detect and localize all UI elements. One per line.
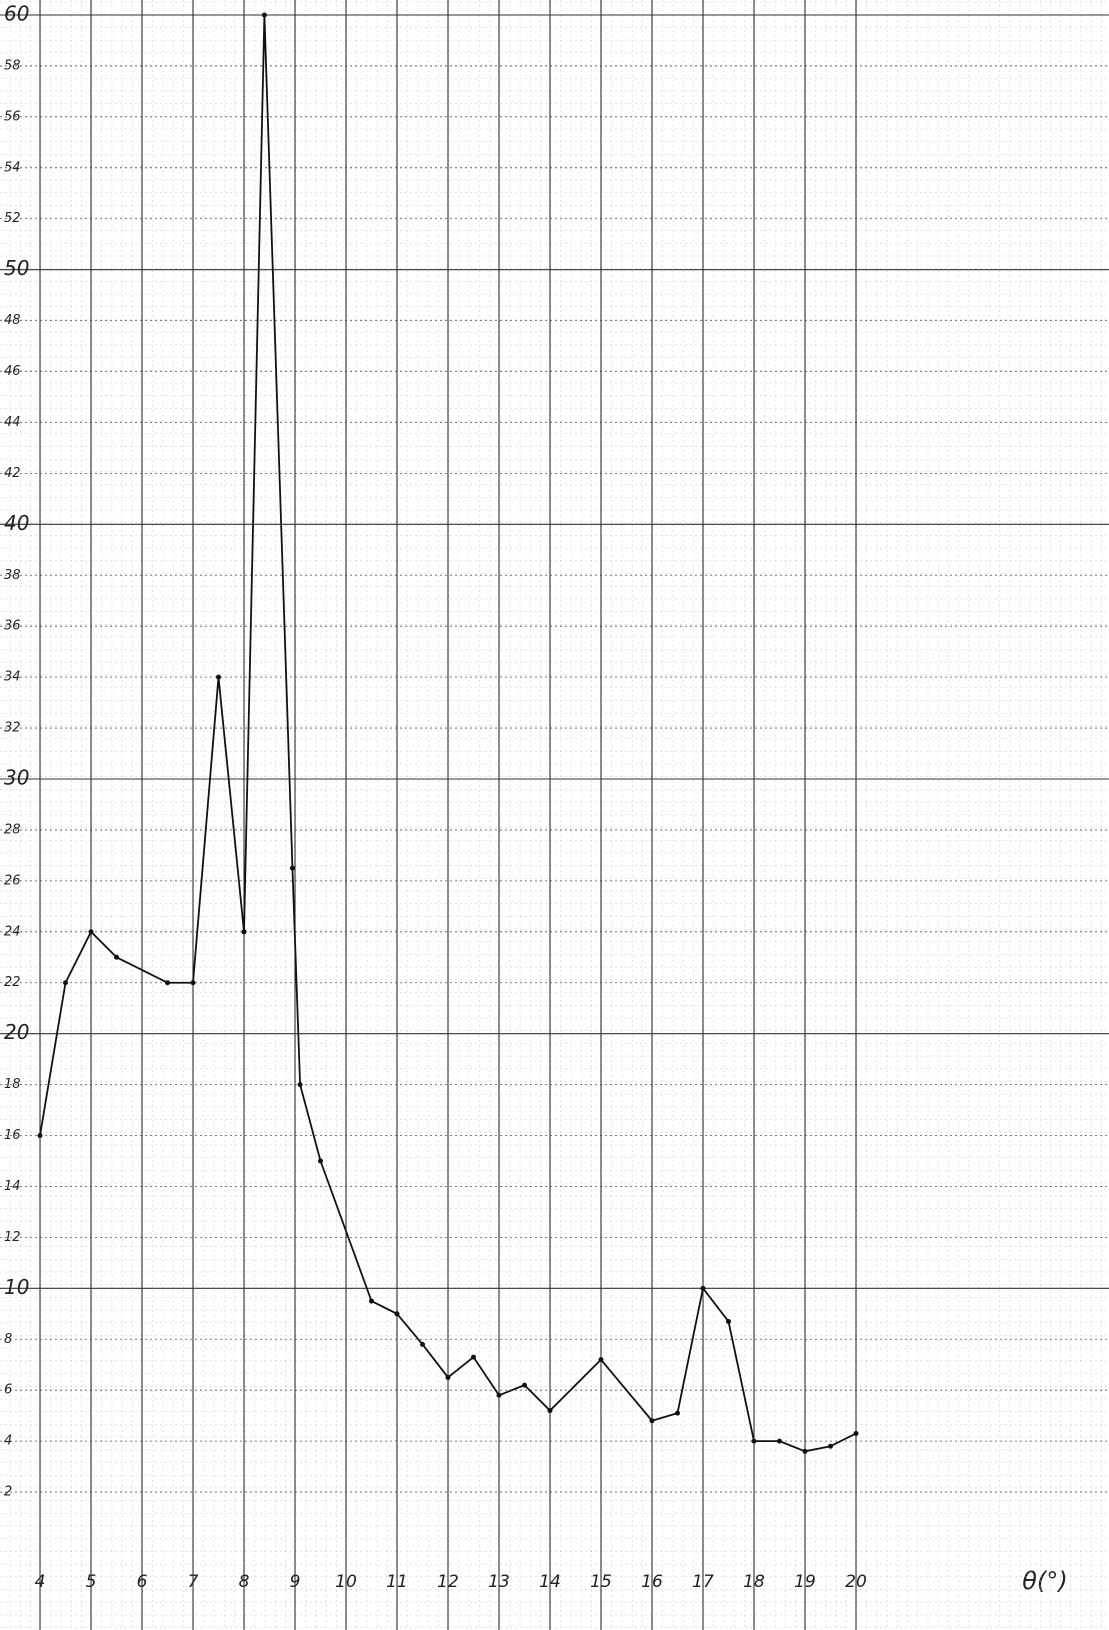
data-point: [548, 1408, 553, 1413]
data-point: [369, 1299, 374, 1304]
y-tick-label: 52: [4, 211, 21, 226]
data-point: [395, 1311, 400, 1316]
data-point: [752, 1439, 757, 1444]
x-tick-label: 13: [488, 1572, 510, 1592]
x-tick-label: 5: [86, 1572, 97, 1592]
y-tick-label: 8: [4, 1332, 12, 1347]
y-tick-label: 28: [4, 822, 21, 837]
y-tick-label: 6: [4, 1383, 12, 1398]
data-point: [89, 929, 94, 934]
data-point: [318, 1159, 323, 1164]
y-tick-label: 40: [4, 511, 29, 535]
data-point: [63, 980, 68, 985]
x-tick-label: 15: [590, 1572, 612, 1592]
y-tick-label: 22: [4, 975, 21, 990]
data-point: [242, 929, 247, 934]
x-tick-label: 10: [335, 1572, 357, 1592]
y-tick-label: 60: [4, 2, 29, 26]
chart: θ(°) 24681012141618202224262830323436384…: [0, 0, 1109, 1630]
data-point: [701, 1286, 706, 1291]
data-point: [828, 1444, 833, 1449]
x-tick-label: 4: [35, 1572, 46, 1592]
y-tick-label: 2: [4, 1485, 12, 1500]
data-point: [599, 1357, 604, 1362]
y-tick-label: 42: [4, 466, 21, 481]
y-tick-label: 20: [4, 1020, 29, 1044]
y-tick-label: 34: [4, 670, 21, 685]
x-tick-label: 16: [641, 1572, 663, 1592]
data-point: [290, 866, 295, 871]
data-point: [726, 1319, 731, 1324]
y-tick-label: 4: [4, 1434, 12, 1449]
x-tick-label: 20: [845, 1572, 867, 1592]
y-tick-label: 32: [4, 721, 21, 736]
data-point: [216, 675, 221, 680]
y-tick-label: 26: [4, 873, 21, 888]
data-point: [650, 1418, 655, 1423]
data-point: [803, 1449, 808, 1454]
y-tick-label: 30: [4, 766, 29, 790]
data-point: [497, 1393, 502, 1398]
x-tick-label: 18: [743, 1572, 765, 1592]
y-tick-label: 10: [4, 1275, 29, 1299]
x-tick-label: 12: [437, 1572, 459, 1592]
x-tick-label: 11: [386, 1572, 408, 1592]
y-tick-label: 48: [4, 313, 21, 328]
data-point: [777, 1439, 782, 1444]
data-point: [854, 1431, 859, 1436]
data-point: [471, 1355, 476, 1360]
data-point: [262, 13, 267, 18]
x-tick-label: 19: [794, 1572, 816, 1592]
x-tick-label: 8: [239, 1572, 250, 1592]
y-tick-label: 38: [4, 568, 21, 583]
y-tick-label: 18: [4, 1077, 21, 1092]
y-tick-label: 16: [4, 1128, 21, 1143]
y-tick-label: 58: [4, 58, 21, 73]
y-tick-label: 12: [4, 1230, 21, 1245]
data-point: [38, 1133, 43, 1138]
data-point: [446, 1375, 451, 1380]
data-point: [420, 1342, 425, 1347]
y-tick-label: 56: [4, 109, 21, 124]
x-tick-label: 14: [539, 1572, 561, 1592]
data-point: [191, 980, 196, 985]
y-tick-label: 24: [4, 924, 21, 939]
data-point: [298, 1082, 303, 1087]
data-point: [522, 1383, 527, 1388]
data-point: [114, 955, 119, 960]
y-tick-label: 36: [4, 619, 21, 634]
data-point: [165, 980, 170, 985]
x-tick-label: 9: [290, 1572, 301, 1592]
y-tick-label: 14: [4, 1179, 21, 1194]
x-axis-label: θ(°): [1022, 1567, 1067, 1595]
y-tick-label: 50: [4, 256, 29, 280]
y-tick-label: 44: [4, 415, 21, 430]
data-point: [675, 1411, 680, 1416]
x-tick-label: 6: [137, 1572, 148, 1592]
x-tick-label: 17: [692, 1572, 714, 1592]
x-tick-label: 7: [188, 1572, 199, 1592]
y-tick-label: 46: [4, 364, 21, 379]
y-tick-label: 54: [4, 160, 21, 175]
